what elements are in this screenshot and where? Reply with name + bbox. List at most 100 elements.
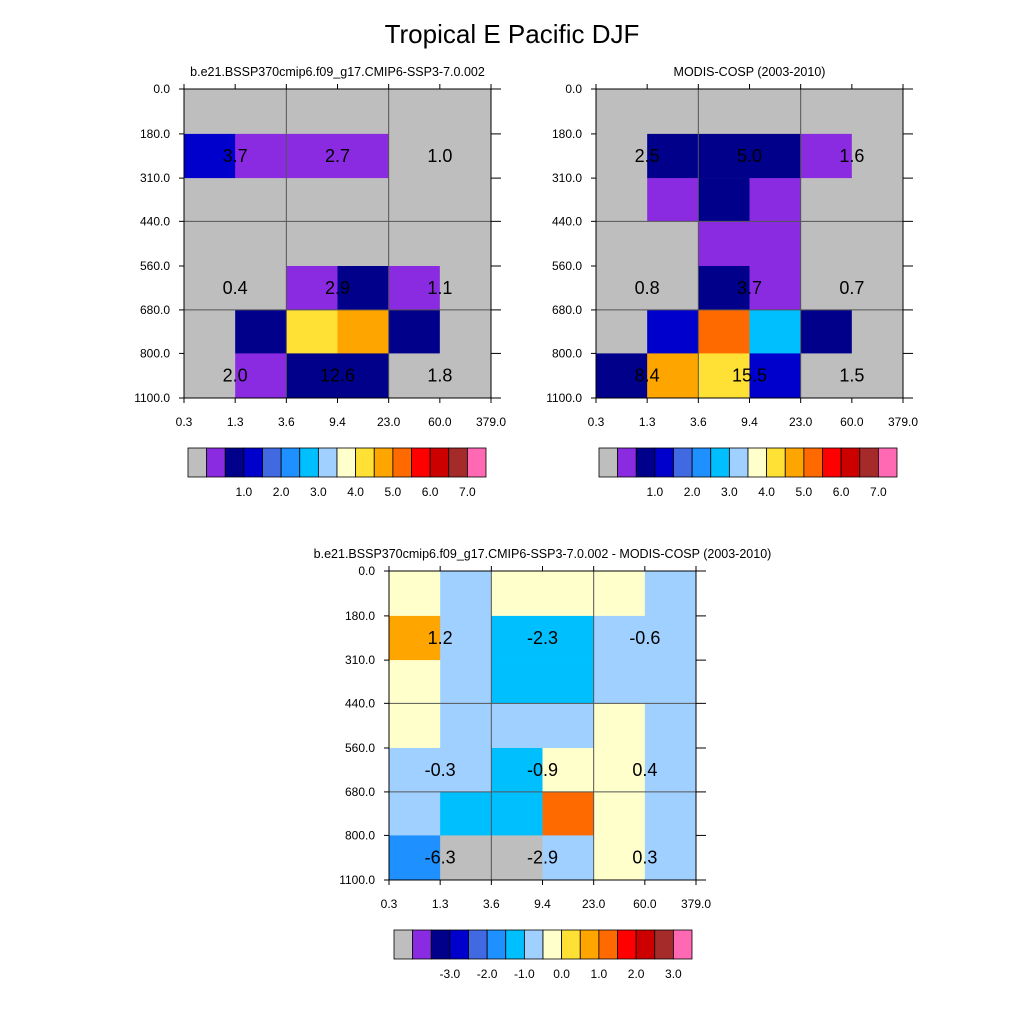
colorbar-swatch — [691, 447, 712, 478]
x-tick-label: 60.0 — [428, 415, 452, 429]
heatmap-cell — [800, 353, 853, 399]
heatmap-cell — [749, 265, 801, 311]
x-tick-label: 23.0 — [789, 415, 813, 429]
colorbar-swatch — [355, 447, 375, 478]
y-tick-label: 680.0 — [345, 785, 375, 799]
heatmap-cell — [389, 660, 441, 704]
colorbar-swatch — [468, 929, 488, 960]
colorbar-swatch — [672, 929, 693, 960]
colorbar-swatch — [206, 447, 226, 478]
heatmap-cell — [491, 791, 543, 836]
heatmap-cell — [647, 309, 699, 354]
chart-panel-2: 0.3 1.3 3.6 9.4 23.0 60.0 379.0 0.0 180.0 310.0 44… — [546, 65, 918, 499]
colorbar-swatch — [466, 447, 487, 478]
colorbar-swatch — [373, 447, 394, 478]
y-tick-label: 180.0 — [552, 127, 582, 141]
colorbar-swatch — [635, 447, 656, 478]
heatmap-cell — [647, 178, 699, 222]
colorbar-swatch — [280, 447, 301, 478]
y-tick-label: 560.0 — [345, 741, 375, 755]
colorbar-swatch — [224, 447, 245, 478]
heatmap-cell — [593, 747, 646, 793]
colorbar-tick-label: 7.0 — [459, 485, 476, 499]
cell-value-label: 2.0 — [223, 366, 248, 386]
colorbar-swatch — [635, 929, 656, 960]
colorbar-swatch — [598, 447, 619, 478]
heatmap-cell — [439, 178, 492, 222]
heatmap-cell — [389, 703, 441, 749]
cell-value-label: 12.6 — [320, 366, 355, 386]
colorbar-tick-label: 4.0 — [758, 485, 775, 499]
heatmap-cell — [440, 615, 492, 661]
heatmap-cell — [749, 353, 801, 399]
colorbar-swatch — [243, 447, 263, 478]
colorbar-swatch — [299, 447, 319, 478]
colorbar-tick-label: 2.0 — [273, 485, 290, 499]
heatmap-cell — [491, 615, 543, 661]
heatmap-cell — [596, 221, 648, 267]
heatmap-cell — [647, 265, 699, 311]
colorbar-tick-label: -3.0 — [440, 967, 461, 981]
panel-title: MODIS-COSP (2003-2010) — [674, 65, 826, 79]
heatmap-cell — [235, 221, 287, 267]
heatmap-cell — [644, 791, 697, 836]
heatmap-cell — [440, 660, 492, 704]
heatmap-cell — [388, 265, 441, 311]
heatmap-cell — [491, 747, 543, 793]
heatmap-cell — [184, 89, 236, 135]
y-tick-label: 0.0 — [565, 82, 582, 96]
heatmap-cell — [593, 571, 646, 617]
heatmap-cell — [439, 221, 492, 267]
heatmap-cell — [491, 660, 543, 704]
cell-value-label: 2.5 — [635, 146, 660, 166]
figure-title: Tropical E Pacific DJF — [385, 19, 640, 49]
y-tick-label: 560.0 — [552, 259, 582, 273]
x-tick-label: 379.0 — [888, 415, 918, 429]
colorbar-swatch — [411, 447, 431, 478]
heatmap-cell — [542, 660, 594, 704]
x-tick-label: 9.4 — [534, 897, 551, 911]
heatmap-cell — [800, 178, 853, 222]
colorbar-swatch — [710, 447, 730, 478]
cell-value-label: -2.9 — [527, 848, 558, 868]
colorbar-tick-label: 3.0 — [721, 485, 738, 499]
y-tick-label: 680.0 — [552, 303, 582, 317]
y-tick-label: 310.0 — [552, 171, 582, 185]
y-tick-label: 1100.0 — [134, 391, 170, 405]
heatmap-cell — [440, 791, 492, 836]
x-tick-label: 1.3 — [639, 415, 656, 429]
heatmap-cell — [542, 747, 594, 793]
heatmap-cell — [542, 835, 594, 881]
heatmap-cell — [698, 133, 750, 179]
colorbar-swatch — [784, 447, 805, 478]
colorbar-swatch — [859, 447, 879, 478]
y-tick-label: 310.0 — [140, 171, 170, 185]
colorbar-swatch — [412, 929, 432, 960]
heatmap-cell — [389, 615, 441, 661]
cell-value-label: -0.6 — [629, 628, 660, 648]
heatmap-cell — [596, 353, 648, 399]
colorbar-swatch — [429, 447, 450, 478]
cell-value-label: -6.3 — [425, 848, 456, 868]
heatmap-cell — [184, 178, 236, 222]
colorbar-swatch — [654, 929, 674, 960]
colorbar-swatch — [523, 929, 544, 960]
heatmap-cell — [184, 309, 236, 354]
colorbar-tick-label: 3.0 — [310, 485, 327, 499]
heatmap-cell — [235, 89, 287, 135]
heatmap-cell — [440, 835, 492, 881]
heatmap-cell — [800, 265, 853, 311]
heatmap-cell — [647, 89, 699, 135]
colorbar: 1.0 2.0 3.0 4.0 5.0 6.0 7.0 — [598, 447, 898, 499]
heatmap-cell — [749, 133, 801, 179]
heatmap-cell — [388, 89, 441, 135]
cell-value-label: 1.8 — [427, 366, 452, 386]
y-tick-label: 0.0 — [153, 82, 170, 96]
colorbar-tick-label: 7.0 — [870, 485, 887, 499]
cell-value-label: 0.8 — [635, 278, 660, 298]
cell-value-label: 15.5 — [732, 366, 767, 386]
heatmap-cell — [388, 178, 441, 222]
heatmap-cell — [749, 89, 801, 135]
heatmap-cell — [337, 353, 389, 399]
colorbar-swatch — [598, 929, 618, 960]
